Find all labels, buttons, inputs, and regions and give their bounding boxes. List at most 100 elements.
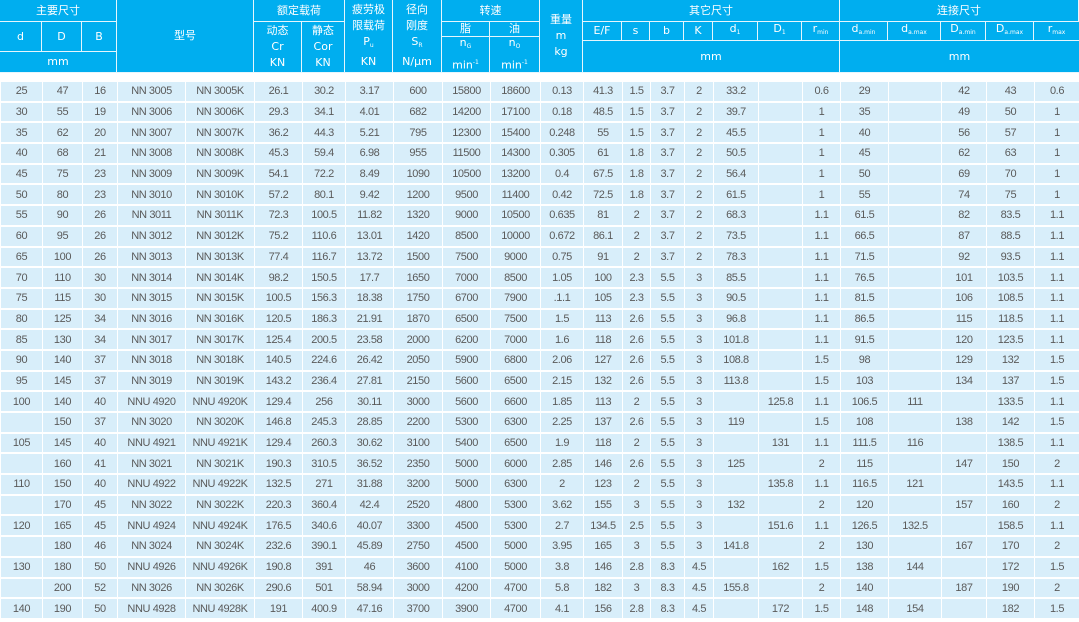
cell-d: 60 [0,225,43,248]
cell-n-oil: 17100 [490,101,541,124]
cell-pu: 21.91 [345,308,394,331]
cell-model: NN 3011 [117,204,186,227]
cell-da-max: 144 [888,556,942,579]
cell-ef: 123 [583,473,623,496]
cell-B: 21 [82,142,118,165]
cell-rmin: 1 [802,121,841,145]
header-label: mm [47,55,69,68]
cell-Da-max: 123.5 [986,328,1035,351]
cell-Da-max: 132 [986,349,1035,372]
cell-da-min: 115 [840,452,889,476]
cell-rmin: 1.5 [802,349,841,372]
cell-d: 75 [0,287,43,310]
cell-cor: 59.4 [302,142,346,165]
cell-D1 [758,577,803,600]
cell-rmax: 1 [1034,101,1079,124]
cell-Da-max: 190 [986,577,1035,600]
cell-b: 5.5 [650,349,685,372]
cell-Da-max: 182 [986,597,1035,620]
cell-n-oil: 7900 [490,287,541,310]
cell-k: 2 [684,142,714,165]
cell-weight: 2.15 [540,370,584,393]
cell-cor: 260.3 [302,432,346,455]
cell-k: 3 [684,514,714,538]
cell-B: 37 [82,370,118,393]
cell-model-k: NN 3005K [185,80,255,103]
cell-b: 8.3 [650,577,685,600]
cell-s: 3 [622,494,651,517]
cell-model-k: NNU 4921K [185,432,255,455]
table-row: 35 62 20 NN 3007 NN 3007K 36.2 44.3 5.21 795 1230… [0,121,1079,145]
cell-B: 23 [82,183,118,207]
cell-rmin: 1 [802,183,841,207]
cell-ef: 55 [583,121,623,145]
cell-rmax: 1.1 [1034,204,1079,227]
cell-pu: 18.38 [345,287,394,310]
table-row: 100 140 40 NNU 4920 NNU 4920K 129.4 256 30.11 30… [0,390,1079,413]
cell-D: 95 [42,225,83,248]
cell-Da-min [941,514,987,538]
cell-d1 [713,514,759,538]
cell-B: 19 [82,101,118,124]
cell-n-oil: 6800 [490,349,541,372]
cell-B: 40 [82,390,118,413]
cell-D1 [758,328,803,351]
cell-ef: 165 [583,535,623,558]
table-row: 200 52 NN 3026 NN 3026K 290.6 501 58.94 3000 420… [0,577,1079,600]
header-label: d [17,29,24,43]
cell-Da-max: 83.5 [986,204,1035,227]
cell-cor: 236.4 [302,370,346,393]
cell-rmax: 0.6 [1034,80,1079,103]
cell-weight: 1.6 [540,328,584,351]
cell-da-max: 132.5 [888,514,942,538]
cell-Da-max: 43 [986,80,1035,103]
cell-cor: 256 [302,390,346,413]
cell-b: 3.7 [650,121,685,145]
cell-n-grease: 9000 [442,204,491,227]
cell-pu: 8.49 [345,163,394,186]
cell-weight: 1.05 [540,266,584,289]
cell-ef: 146 [583,452,623,476]
cell-rmin: 1.1 [802,287,841,310]
cell-rmin: 1.1 [802,266,841,289]
header-da-min: da.min [840,22,888,41]
cell-D1 [758,80,803,103]
table-row: 80 125 34 NN 3016 NN 3016K 120.5 186.3 21.91 187… [0,308,1079,331]
cell-d: 70 [0,266,43,289]
cell-Da-max: 172 [986,556,1035,579]
cell-s: 2.6 [622,411,651,434]
cell-d: 25 [0,80,43,103]
cell-d [0,494,43,517]
cell-da-max: 116 [888,432,942,455]
cell-sr: 2150 [393,370,443,393]
cell-model: NN 3012 [117,225,186,248]
cell-D: 90 [42,204,83,227]
header-da-max: da.max [888,22,941,41]
cell-cr: 190.8 [254,556,303,579]
cell-sr: 955 [393,142,443,165]
cell-D: 150 [42,411,83,434]
cell-rmin: 2 [802,494,841,517]
cell-da-min: 40 [840,121,889,145]
cell-sr: 2200 [393,411,443,434]
cell-cr: 140.5 [254,349,303,372]
cell-s: 2 [622,390,651,413]
cell-n-grease: 4500 [442,535,491,558]
cell-ef: 86.1 [583,225,623,248]
cell-weight: 2 [540,473,584,496]
cell-rmax: 1.5 [1034,349,1079,372]
cell-model-k: NN 3020K [185,411,255,434]
cell-d1: 125 [713,452,759,476]
cell-B: 45 [82,494,118,517]
cell-D: 125 [42,308,83,331]
header-label: 油 [509,22,520,35]
table-row: 140 190 50 NNU 4928 NNU 4928K 191 400.9 47.16 37… [0,597,1079,620]
header-s: s [622,22,650,41]
cell-model: NNU 4922 [117,473,186,496]
cell-da-min: 35 [840,101,889,124]
cell-k: 3 [684,349,714,372]
header-label: 静态 [312,24,334,37]
cell-da-min: 98 [840,349,889,372]
cell-rmax: 1.5 [1034,556,1079,579]
header-symbol: nG [459,36,472,51]
